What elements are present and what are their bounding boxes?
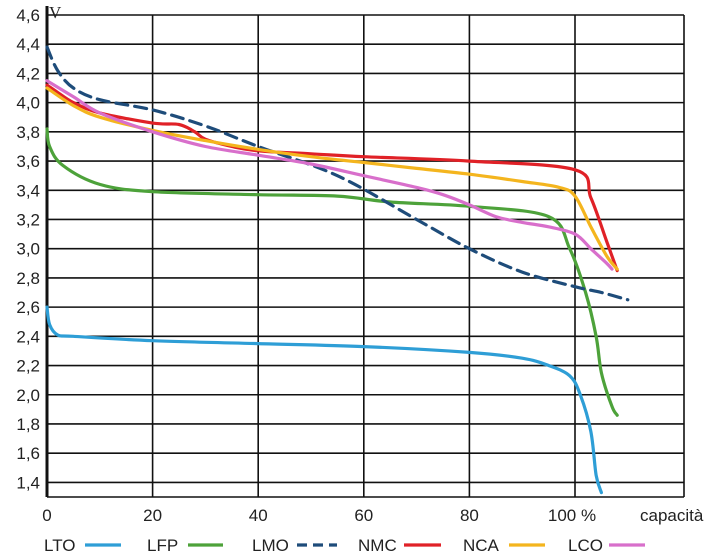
series-lines [45, 45, 630, 495]
legend-label-lmo: LMO [252, 536, 289, 555]
y-tick-label: 3,2 [16, 210, 40, 229]
y-tick-label: 4,0 [16, 94, 40, 113]
legend-label-nca: NCA [463, 536, 500, 555]
y-tick-label: 1,6 [16, 444, 40, 463]
y-tick-label: 2,8 [16, 269, 40, 288]
legend-label-nmc: NMC [358, 536, 397, 555]
y-tick-label: 2,2 [16, 357, 40, 376]
legend-label-lco: LCO [568, 536, 603, 555]
y-tick-label: 2,0 [16, 386, 40, 405]
y-tick-label: 4,6 [16, 6, 40, 25]
grid [47, 14, 685, 497]
series-line-lto [45, 305, 603, 495]
x-axis-label: capacità [640, 506, 704, 525]
y-tick-label: 3,8 [16, 123, 40, 142]
y-tick-label: 3,6 [16, 152, 40, 171]
y-axis-label: V [49, 3, 62, 22]
x-tick-label: 0 [42, 506, 51, 525]
x-tick-labels: 0 20 40 60 80 100 % [42, 506, 596, 525]
x-tick-label: 20 [143, 506, 162, 525]
series-line-nca [45, 86, 619, 271]
x-tick-label: 40 [249, 506, 268, 525]
series-line-lfp [45, 127, 619, 417]
x-tick-label: 60 [354, 506, 373, 525]
legend-label-lto: LTO [44, 536, 76, 555]
y-tick-label: 3,0 [16, 240, 40, 259]
y-tick-label: 4,2 [16, 64, 40, 83]
y-tick-label: 1,4 [16, 473, 40, 492]
legend: LTO LFP LMO NMC NCA LCO [44, 536, 645, 555]
y-tick-label: 2,4 [16, 327, 40, 346]
series-line-lmo [45, 45, 630, 302]
x-tick-label: 80 [460, 506, 479, 525]
x-tick-label: 100 % [548, 506, 596, 525]
y-tick-label: 2,6 [16, 298, 40, 317]
y-tick-label: 1,8 [16, 415, 40, 434]
series-line-lco [45, 79, 614, 271]
y-tick-label: 4,4 [16, 35, 40, 54]
y-tick-label: 3,4 [16, 181, 40, 200]
series-line-nmc [45, 83, 619, 273]
legend-label-lfp: LFP [147, 536, 178, 555]
y-tick-labels: 4,6 4,4 4,2 4,0 3,8 3,6 3,4 3,2 3,0 2,8 2,6 2,4 2,2 2… [16, 6, 40, 492]
